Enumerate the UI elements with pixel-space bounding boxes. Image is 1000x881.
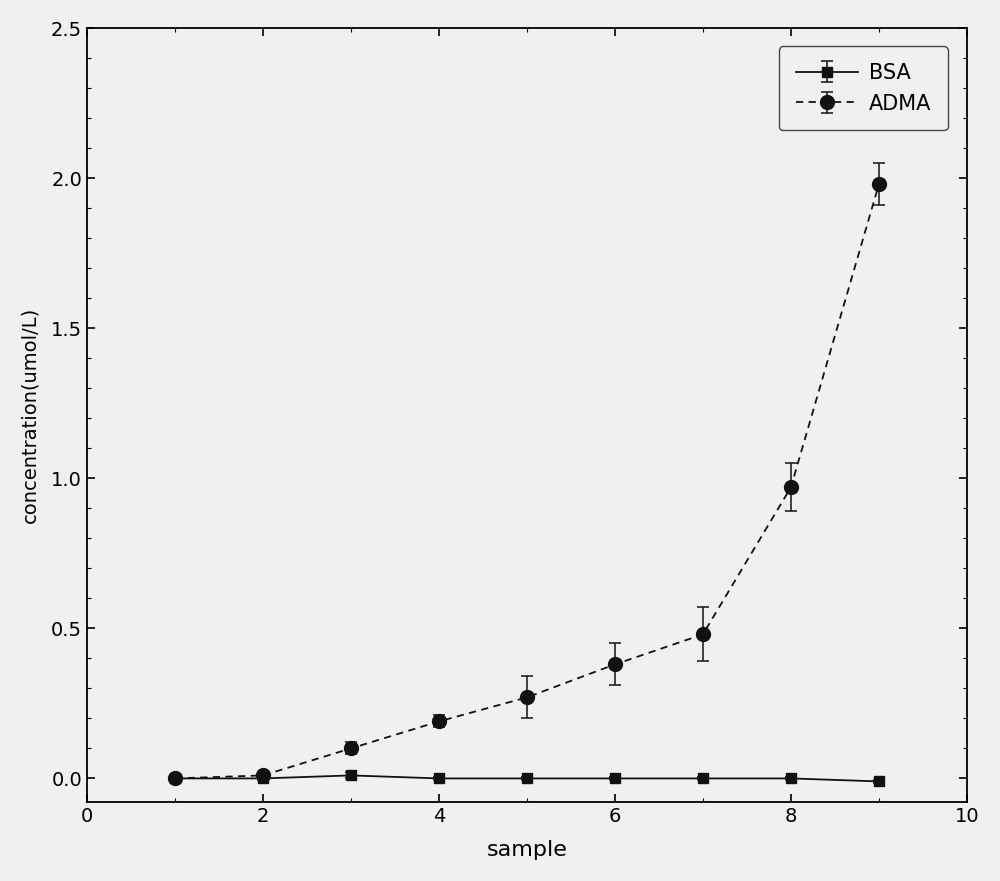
Y-axis label: concentration(umol/L): concentration(umol/L) bbox=[21, 307, 40, 523]
Legend: BSA, ADMA: BSA, ADMA bbox=[779, 47, 948, 130]
X-axis label: sample: sample bbox=[486, 840, 567, 860]
